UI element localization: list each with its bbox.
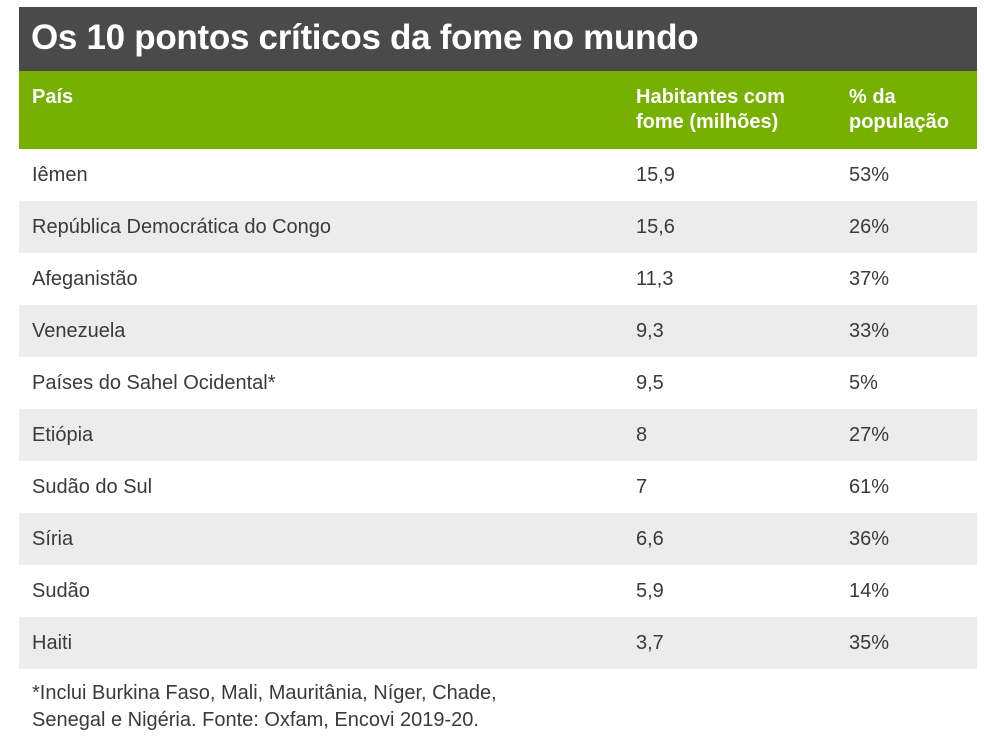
table-body: Iêmen 15,9 53% República Democrática do … — [19, 149, 977, 669]
hungry-millions-cell: 6,6 — [636, 528, 664, 550]
column-header-pct-population: % da população — [849, 86, 950, 133]
table-row: Países do Sahel Ocidental* 9,5 5% — [19, 357, 977, 409]
country-cell: Iêmen — [32, 164, 88, 186]
table-row: Venezuela 9,3 33% — [19, 305, 977, 357]
pct-population-cell: 33% — [849, 320, 890, 342]
table-row: Etiópia 8 27% — [19, 409, 977, 461]
hungry-millions-cell: 15,9 — [636, 164, 675, 186]
pct-population-cell: 53% — [849, 164, 890, 186]
pct-population-cell: 37% — [849, 268, 890, 290]
pct-population-cell: 5% — [849, 372, 878, 394]
country-cell: Etiópia — [32, 424, 94, 446]
hungry-millions-cell: 3,7 — [636, 632, 664, 654]
country-cell: Países do Sahel Ocidental* — [32, 372, 276, 394]
footnote-line-2: Senegal e Nigéria. Fonte: Oxfam, Encovi … — [32, 709, 479, 731]
hungry-millions-cell: 15,6 — [636, 216, 675, 238]
hunger-table-graphic: Os 10 pontos críticos da fome no mundo P… — [19, 7, 977, 669]
country-cell: Sudão do Sul — [32, 476, 153, 498]
hungry-millions-cell: 11,3 — [636, 268, 674, 290]
hungry-millions-cell: 9,3 — [636, 320, 664, 342]
country-cell: Síria — [32, 528, 74, 550]
column-header-hungry-millions: Habitantes com fome (milhões) — [636, 86, 785, 133]
pct-population-cell: 35% — [849, 632, 890, 654]
pct-population-cell: 27% — [849, 424, 890, 446]
table-header: País Habitantes com fome (milhões) % da … — [19, 71, 977, 149]
table-row: Sudão do Sul 7 61% — [19, 461, 977, 513]
title-bar: Os 10 pontos críticos da fome no mundo — [19, 7, 977, 71]
table-row: Afeganistão 11,3 37% — [19, 253, 977, 305]
page-title: Os 10 pontos críticos da fome no mundo — [31, 17, 699, 57]
pct-population-cell: 26% — [849, 216, 890, 238]
pct-population-cell: 61% — [849, 476, 890, 498]
hungry-millions-cell: 7 — [636, 476, 648, 498]
country-cell: Venezuela — [32, 320, 126, 342]
table-row: Iêmen 15,9 53% — [19, 149, 977, 201]
country-cell: Afeganistão — [32, 268, 138, 290]
table-row: República Democrática do Congo 15,6 26% — [19, 201, 977, 253]
country-cell: Haiti — [32, 632, 73, 654]
pct-population-cell: 14% — [849, 580, 890, 602]
column-header-country: País — [32, 86, 74, 108]
country-cell: República Democrática do Congo — [32, 216, 332, 238]
footnote: *Inclui Burkina Faso, Mali, Mauritânia, … — [32, 680, 732, 734]
table-row: Síria 6,6 36% — [19, 513, 977, 565]
hungry-millions-cell: 8 — [636, 424, 648, 446]
hungry-millions-cell: 5,9 — [636, 580, 664, 602]
country-cell: Sudão — [32, 580, 90, 602]
table-row: Sudão 5,9 14% — [19, 565, 977, 617]
footnote-line-1: *Inclui Burkina Faso, Mali, Mauritânia, … — [32, 682, 497, 704]
hungry-millions-cell: 9,5 — [636, 372, 664, 394]
pct-population-cell: 36% — [849, 528, 890, 550]
table-row: Haiti 3,7 35% — [19, 617, 977, 669]
